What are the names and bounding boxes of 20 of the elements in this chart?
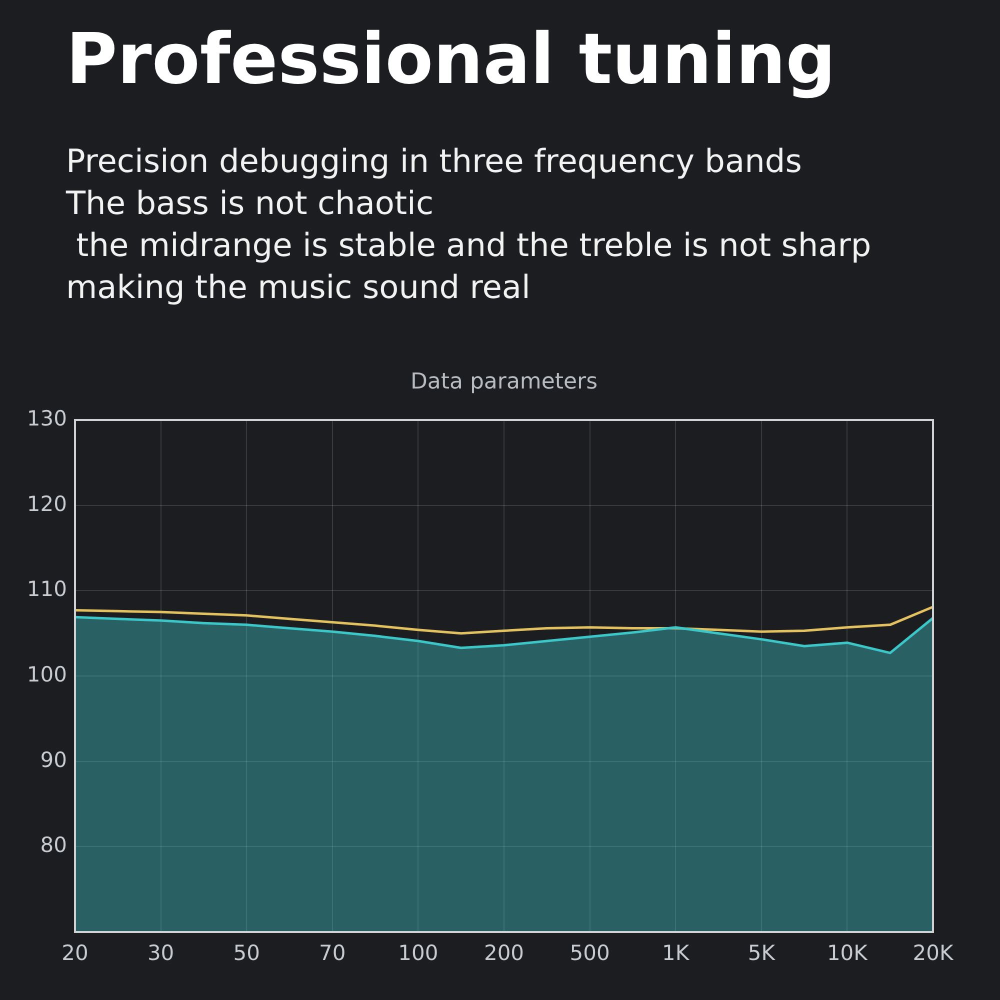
y-tick-label: 120 [26,492,67,516]
chart-title: Professional tuning [66,18,836,100]
text: Data parameters [410,370,598,395]
x-tick-label: 100 [398,941,438,966]
x-tick-label: 200 [484,941,524,966]
chart-subtitle: Precision debugging in three frequency bands The bass is not chaotic the midrange is stable and the treble is not sharp making the music sound real [66,141,872,308]
x-tick-label: 10K [826,941,869,966]
x-tick-label: 1K [662,941,690,966]
y-tick-label: 90 [40,748,67,772]
y-tick-label: 110 [26,577,67,602]
x-tick-label: 50 [233,941,260,966]
x-tick-label: 5K [748,941,776,966]
x-tick-label: 70 [319,941,346,966]
y-tick-label: 100 [26,662,67,686]
x-tick-label: 20K [912,941,954,966]
x-tick-label: 500 [570,941,610,966]
x-tick-label: 30 [147,941,174,966]
y-tick-label: 80 [40,833,67,858]
y-tick-label: 130 [26,406,67,430]
x-tick-label: 20 [62,941,88,966]
